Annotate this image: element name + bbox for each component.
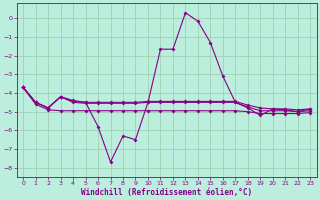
X-axis label: Windchill (Refroidissement éolien,°C): Windchill (Refroidissement éolien,°C) — [81, 188, 252, 197]
